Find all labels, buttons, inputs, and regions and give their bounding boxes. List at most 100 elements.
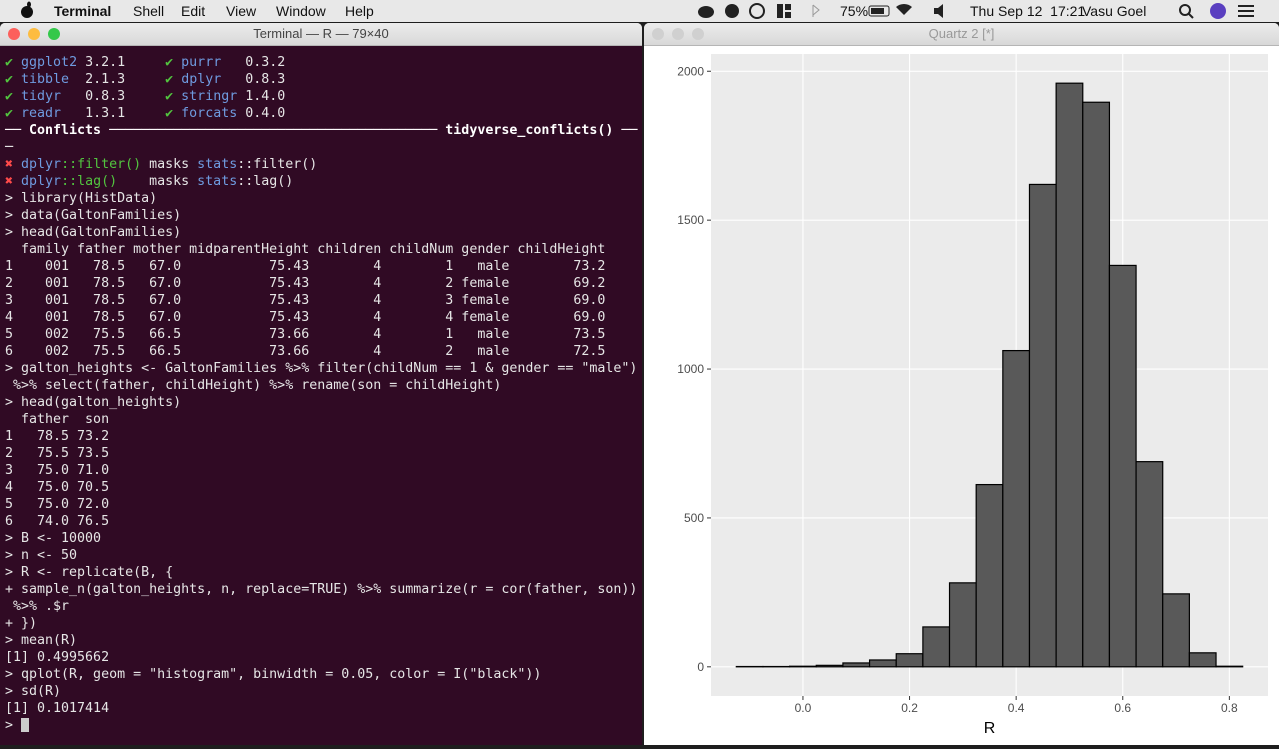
status-icons[interactable] <box>695 0 825 22</box>
status-icons[interactable] <box>1176 0 1256 22</box>
text-segment <box>173 72 181 87</box>
bar <box>1108 264 1137 668</box>
bar <box>1188 652 1217 668</box>
text-segment: dplyr <box>21 157 62 172</box>
text-segment: > head(galton_heights) <box>5 395 182 410</box>
text-segment: ::lag() <box>61 174 118 189</box>
terminal-line: > head(GaltonFamilies) <box>5 224 642 241</box>
menu[interactable]: Help <box>345 3 374 19</box>
text-segment: stats <box>197 174 238 189</box>
terminal-line: > mean(R) <box>5 632 642 649</box>
terminal-line: ── Conflicts ───────────────────────────… <box>5 122 642 139</box>
plot-window: Quartz 2 [*] 0.0 0.2 0.4 0.6 0.8 0 500 1000 1500… <box>644 23 1279 745</box>
text-segment: stats <box>197 157 238 172</box>
terminal-line: 3 001 78.5 67.0 75.43 4 3 female 69.0 <box>5 292 642 309</box>
terminal-line: ✖ dplyr::lag() masks stats::lag() <box>5 173 642 190</box>
text-segment: ::lag() <box>237 174 294 189</box>
terminal-line: 5 75.0 72.0 <box>5 496 642 513</box>
terminal-line: 6 002 75.5 66.5 73.66 4 2 male 72.5 <box>5 343 642 360</box>
text-segment: 5 002 75.5 66.5 73.66 4 1 male 73.5 <box>5 327 606 342</box>
text-segment <box>13 174 21 189</box>
zoom-button[interactable] <box>692 28 704 40</box>
text-segment: ::filter() <box>237 157 318 172</box>
text-segment: stringr <box>181 89 238 104</box>
minimize-button[interactable] <box>672 28 684 40</box>
text-segment: > B <- 10000 <box>5 531 102 546</box>
bar <box>1082 101 1111 668</box>
text-segment: father son <box>5 412 110 427</box>
text-segment <box>173 106 181 121</box>
terminal-line: > head(galton_heights) <box>5 394 642 411</box>
bar <box>1055 82 1084 668</box>
terminal-line: 4 75.0 70.5 <box>5 479 642 496</box>
close-button[interactable] <box>652 28 664 40</box>
menu[interactable]: Window <box>276 3 326 19</box>
terminal-line: %>% .$r <box>5 598 642 615</box>
close-button[interactable] <box>8 28 20 40</box>
text-segment <box>13 72 21 87</box>
bar <box>1028 183 1057 668</box>
text-segment: [1] 0.1017414 <box>5 701 110 716</box>
terminal-line: 2 75.5 73.5 <box>5 445 642 462</box>
text-segment: + sample_n(galton_heights, n, replace=TR… <box>5 582 638 597</box>
text-segment: ✖ <box>5 174 14 189</box>
text-segment: > qplot(R, geom = "histogram", binwidth … <box>5 667 542 682</box>
bar <box>789 665 817 668</box>
apple-menu[interactable] <box>18 0 38 22</box>
status-icons[interactable] <box>868 0 953 22</box>
bar <box>1162 593 1190 668</box>
bar <box>842 662 871 668</box>
text-segment: > galton_heights <- GaltonFamilies %>% f… <box>5 361 638 376</box>
menubar: Terminal Shell Edit View Window Help 75%… <box>0 0 1279 22</box>
text-segment: ✔ <box>165 55 174 70</box>
terminal-line: 2 001 78.5 67.0 75.43 4 2 female 69.2 <box>5 275 642 292</box>
text-segment: 3 001 78.5 67.0 75.43 4 3 female 69.0 <box>5 293 606 308</box>
x-axis-label: R <box>984 720 996 737</box>
text-segment: 1.4.0 <box>237 89 286 104</box>
text-segment <box>13 55 21 70</box>
text-segment: 3 75.0 71.0 <box>5 463 110 478</box>
clock[interactable]: Thu Sep 12 17:21 <box>970 3 1086 19</box>
battery-percent[interactable]: 75% <box>840 3 869 19</box>
text-segment: dplyr <box>181 72 222 87</box>
x-tick-label: 0.6 <box>1114 701 1131 715</box>
terminal-line: father son <box>5 411 642 428</box>
text-segment: 0.3.2 <box>221 55 286 70</box>
x-tick-label: 0.4 <box>1008 701 1025 715</box>
terminal-output[interactable]: ✔ ggplot2 3.2.1 ✔ purrr 0.3.2 ✔ tibble 2.… <box>0 46 642 745</box>
window-title: Quartz 2 [*] <box>928 26 995 41</box>
menu[interactable]: View <box>226 3 257 19</box>
menu[interactable]: Shell <box>133 3 165 19</box>
text-segment: ✔ <box>165 72 174 87</box>
text-segment <box>173 55 181 70</box>
text-segment: tidyr <box>21 89 62 104</box>
text-segment: 0.8.3 <box>221 72 286 87</box>
text-segment: > <box>5 718 22 733</box>
text-segment: [1] 0.4995662 <box>5 650 110 665</box>
terminal-line: 6 74.0 76.5 <box>5 513 642 530</box>
terminal-line: %>% select(father, childHeight) %>% rena… <box>5 377 642 394</box>
text-segment: %>% select(father, childHeight) %>% rena… <box>5 378 502 393</box>
terminal-window: Terminal — R — 79×40 ✔ ggplot2 3.2.1 ✔ p… <box>0 23 642 745</box>
app-menu[interactable]: Terminal <box>54 3 112 19</box>
terminal-line: [1] 0.1017414 <box>5 700 642 717</box>
zoom-button[interactable] <box>48 28 60 40</box>
terminal-line: ✔ ggplot2 3.2.1 ✔ purrr 0.3.2 <box>5 54 642 71</box>
text-segment: > mean(R) <box>5 633 78 648</box>
text-segment <box>13 157 21 172</box>
minimize-button[interactable] <box>28 28 40 40</box>
user-name[interactable]: Vasu Goel <box>1082 3 1147 19</box>
text-segment: 1 78.5 73.2 <box>5 429 110 444</box>
y-tick-label: 0 <box>697 660 704 674</box>
text-segment: ✔ <box>165 106 174 121</box>
terminal-line: ✔ tibble 2.1.3 ✔ dplyr 0.8.3 <box>5 71 642 88</box>
y-tick-label: 1000 <box>677 362 704 376</box>
menu[interactable]: Edit <box>181 3 206 19</box>
text-segment: > head(GaltonFamilies) <box>5 225 182 240</box>
text-segment: ── Conflicts ───────────────────────────… <box>5 123 638 138</box>
terminal-line: > sd(R) <box>5 683 642 700</box>
text-segment: ggplot2 <box>21 55 78 70</box>
title-bar: Quartz 2 [*] <box>644 23 1279 46</box>
text-segment: 2 75.5 73.5 <box>5 446 110 461</box>
